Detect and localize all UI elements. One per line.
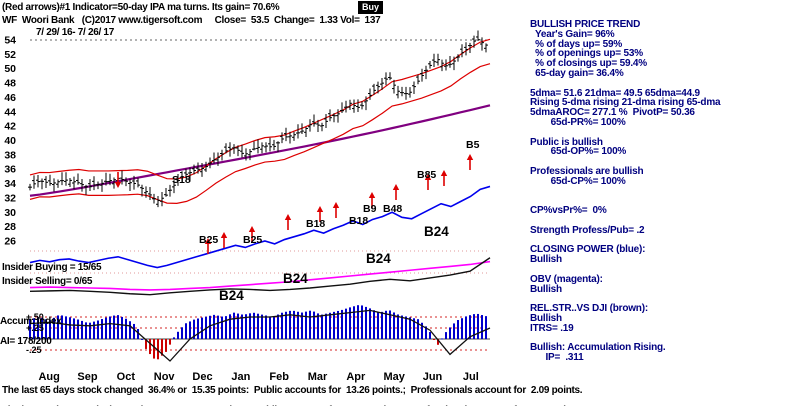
svg-text:Mar: Mar [308, 371, 328, 383]
svg-text:B24: B24 [219, 288, 244, 303]
clipped-text-line: The last 65 days stock changed 36.4% or … [2, 400, 582, 406]
analysis-line: Year's Gain= 96% [530, 28, 615, 40]
svg-text:May: May [383, 371, 405, 383]
svg-text:Dec: Dec [192, 371, 212, 383]
svg-text:B48: B48 [383, 203, 402, 215]
svg-text:B9: B9 [363, 203, 377, 215]
analysis-line: Rising 5-dma rising 21-dma rising 65-dma [530, 97, 721, 109]
svg-text:26: 26 [4, 236, 16, 248]
accum-index-label: Accum. Index [0, 316, 62, 327]
right-analysis-panel: BULLISH PRICE TREND Year's Gain= 96% % o… [530, 19, 721, 364]
svg-text:B25: B25 [243, 234, 262, 246]
svg-text:B24: B24 [366, 251, 391, 266]
svg-text:Apr: Apr [346, 371, 366, 383]
buy-signal-badge: Buy [358, 1, 384, 14]
analysis-line: Bullish [530, 254, 562, 266]
analysis-line: Strength Profess/Pub= .2 [530, 224, 645, 236]
analysis-line: Bullish: Accumulation Rising. [530, 342, 666, 354]
svg-text:Nov: Nov [154, 371, 176, 383]
svg-text:54: 54 [4, 35, 16, 47]
price-band-lower [29, 63, 491, 204]
price-candles [28, 30, 488, 208]
svg-text:Sep: Sep [77, 371, 97, 383]
svg-text:40: 40 [4, 135, 16, 147]
analysis-line: ITRS= .19 [530, 322, 574, 334]
accumulation-index-histogram [29, 305, 487, 360]
analysis-line: 5dma= 51.6 21dma= 49.5 65dma=44.9 [530, 87, 700, 99]
svg-text:52: 52 [4, 49, 16, 61]
analysis-line: % of days up= 59% [530, 38, 623, 50]
svg-text:+.25: +.25 [26, 323, 44, 333]
svg-text:Jun: Jun [423, 371, 443, 383]
svg-text:Jul: Jul [463, 371, 479, 383]
obv-line [29, 260, 491, 291]
svg-text:50: 50 [4, 63, 16, 75]
svg-text:42: 42 [4, 121, 16, 133]
analysis-line: 65d-PR%= 100% [530, 116, 626, 128]
analysis-line: 65-day gain= 36.4% [530, 67, 624, 79]
svg-text:Aug: Aug [38, 371, 59, 383]
indicator-headline: (Red arrows)#1 Indicator=50-day IPA ma t… [2, 2, 280, 13]
insider-buying-label: Insider Buying = 15/65 [2, 262, 102, 273]
analysis-line: BULLISH PRICE TREND [530, 19, 641, 30]
summary-line: The last 65 days stock changed 36.4% or … [2, 385, 583, 396]
svg-text:B85: B85 [417, 169, 436, 181]
analysis-line: 5dmaAROC= 277.1 % PivotP= 50.36 [530, 107, 695, 119]
analysis-line: Professionals are bullish [530, 165, 644, 177]
accumulation-signal-line [29, 309, 491, 362]
analysis-line: % of openings up= 53% [530, 48, 643, 60]
svg-text:38: 38 [4, 149, 16, 161]
svg-text:32: 32 [4, 192, 16, 204]
relative-strength-line [29, 257, 491, 296]
ma65-line [29, 104, 491, 197]
sell-arrows [114, 172, 122, 188]
svg-text:34: 34 [4, 178, 16, 190]
svg-text:Jan: Jan [231, 371, 250, 383]
svg-text:B5: B5 [466, 139, 480, 151]
analysis-line: Bullish [530, 312, 562, 324]
svg-text:+.50: +.50 [26, 312, 44, 322]
analysis-line: OBV (magenta): [530, 273, 603, 285]
svg-text:-.25: -.25 [26, 345, 42, 355]
month-axis: Aug Sep Oct Nov Dec Jan Feb Mar Apr May Jun Jul [38, 371, 478, 383]
price-axis: 54 52 50 48 46 44 42 40 38 36 34 32 30 28 26 [4, 35, 16, 248]
analysis-line: 65d-CP%= 100% [530, 175, 626, 187]
analysis-line: REL.STR..VS DJI (brown): [530, 303, 648, 315]
analysis-line: Bullish [530, 283, 562, 295]
analysis-line: CP%vsPr%= 0% [530, 205, 607, 217]
analysis-line: % of closings up= 59.4% [530, 58, 647, 70]
svg-text:28: 28 [4, 221, 16, 233]
svg-text:30: 30 [4, 207, 16, 219]
ai-ratio-label: AI= 178/200 [0, 336, 52, 347]
svg-text:B18: B18 [349, 215, 368, 227]
insider-selling-label: Insider Selling= 0/65 [2, 276, 93, 287]
ticker-info-line: WF Woori Bank (C)2017 www.tigersoft.com … [2, 15, 381, 26]
svg-text:B25: B25 [199, 234, 218, 246]
ai-axis-labels: +.50+.25 -.25 [26, 312, 44, 355]
closing-power-line [29, 185, 491, 269]
svg-text:48: 48 [4, 78, 16, 90]
price-band-upper [29, 38, 491, 180]
svg-text:B24: B24 [283, 271, 308, 286]
analysis-line [530, 187, 720, 197]
svg-text:B24: B24 [424, 224, 449, 239]
svg-text:Oct: Oct [117, 371, 136, 383]
svg-text:44: 44 [4, 106, 16, 118]
buy-arrows [204, 154, 474, 254]
svg-text:B18: B18 [306, 218, 325, 230]
analysis-line: CLOSING POWER (blue): [530, 244, 646, 256]
svg-text:S18: S18 [172, 174, 191, 186]
analysis-line: Public is bullish [530, 136, 603, 148]
svg-text:36: 36 [4, 164, 16, 176]
analysis-line: IP= .311 [530, 352, 584, 364]
svg-text:Feb: Feb [269, 371, 289, 383]
svg-text:46: 46 [4, 92, 16, 104]
analysis-line: 65d-OP%= 100% [530, 146, 627, 158]
date-range: 7/ 29/ 16- 7/ 26/ 17 [36, 27, 114, 38]
